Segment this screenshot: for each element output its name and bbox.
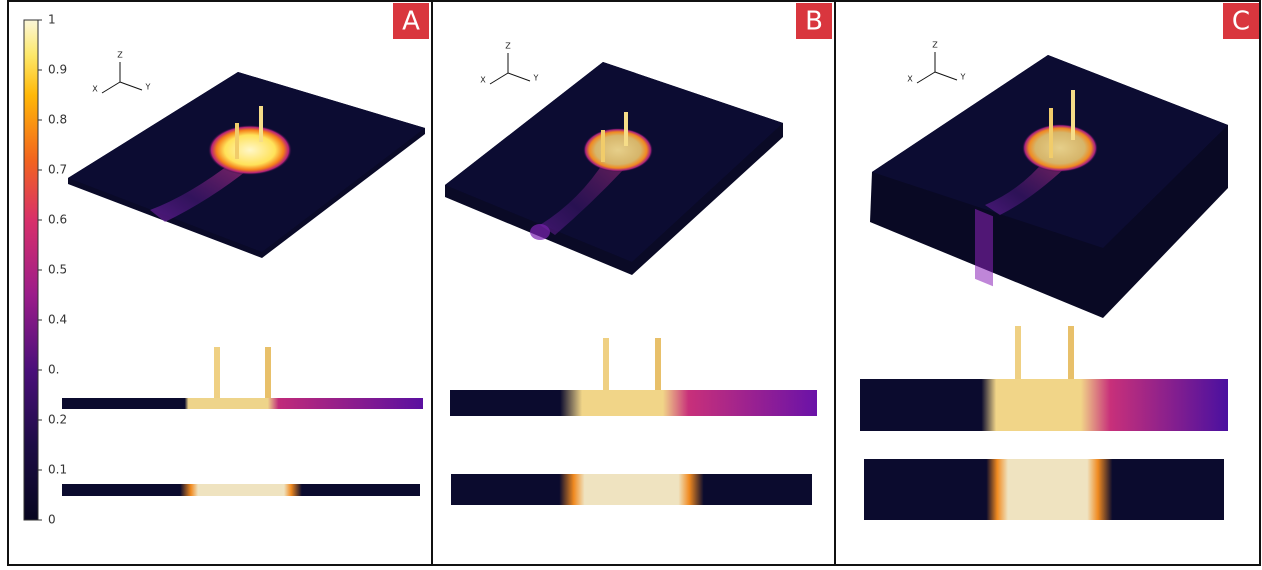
panel-label: A: [402, 7, 420, 37]
tick-label: 0.7: [48, 163, 67, 177]
slab-3d: [445, 62, 783, 275]
axis-label: X: [480, 76, 486, 85]
tick-label: 0: [48, 513, 56, 527]
axis-label: Z: [505, 42, 511, 51]
panel-label-box: [393, 3, 429, 39]
tick-label: 0.6: [48, 213, 67, 227]
colorbar: [23, 19, 39, 521]
panel-label: B: [805, 7, 823, 37]
section: [450, 338, 817, 505]
tick-label: 0.5: [48, 263, 67, 277]
axis-arrow: [489, 72, 509, 85]
tick-label: 0.: [48, 363, 59, 377]
panel-label-box: [1223, 3, 1259, 39]
panel-label-box: [796, 3, 832, 39]
axis-arrow: [934, 71, 958, 81]
tick-label: 0.9: [48, 63, 67, 77]
axis-label: X: [92, 85, 98, 94]
axis-arrow: [119, 81, 143, 91]
tick-label: 0.8: [48, 113, 67, 127]
axis-arrow: [507, 72, 531, 82]
axis-label: Y: [960, 73, 966, 82]
slab-3d: [870, 55, 1228, 318]
axis-arrow: [101, 81, 121, 94]
frame: [7, 0, 1261, 566]
axis-label: Y: [533, 74, 539, 83]
tick-label: 1: [48, 13, 56, 27]
axis-label: Z: [117, 51, 123, 60]
axis-label: Z: [932, 41, 938, 50]
section: [62, 347, 423, 496]
section: [860, 326, 1228, 520]
axis-label: X: [907, 75, 913, 84]
tick-label: 0.1: [48, 463, 67, 477]
slab-3d: [68, 72, 425, 258]
axis-label: Y: [145, 83, 151, 92]
tick-label: 0.2: [48, 413, 67, 427]
axis-arrow: [916, 71, 936, 84]
tick-label: 0.4: [48, 313, 67, 327]
panel-label: C: [1232, 7, 1250, 37]
